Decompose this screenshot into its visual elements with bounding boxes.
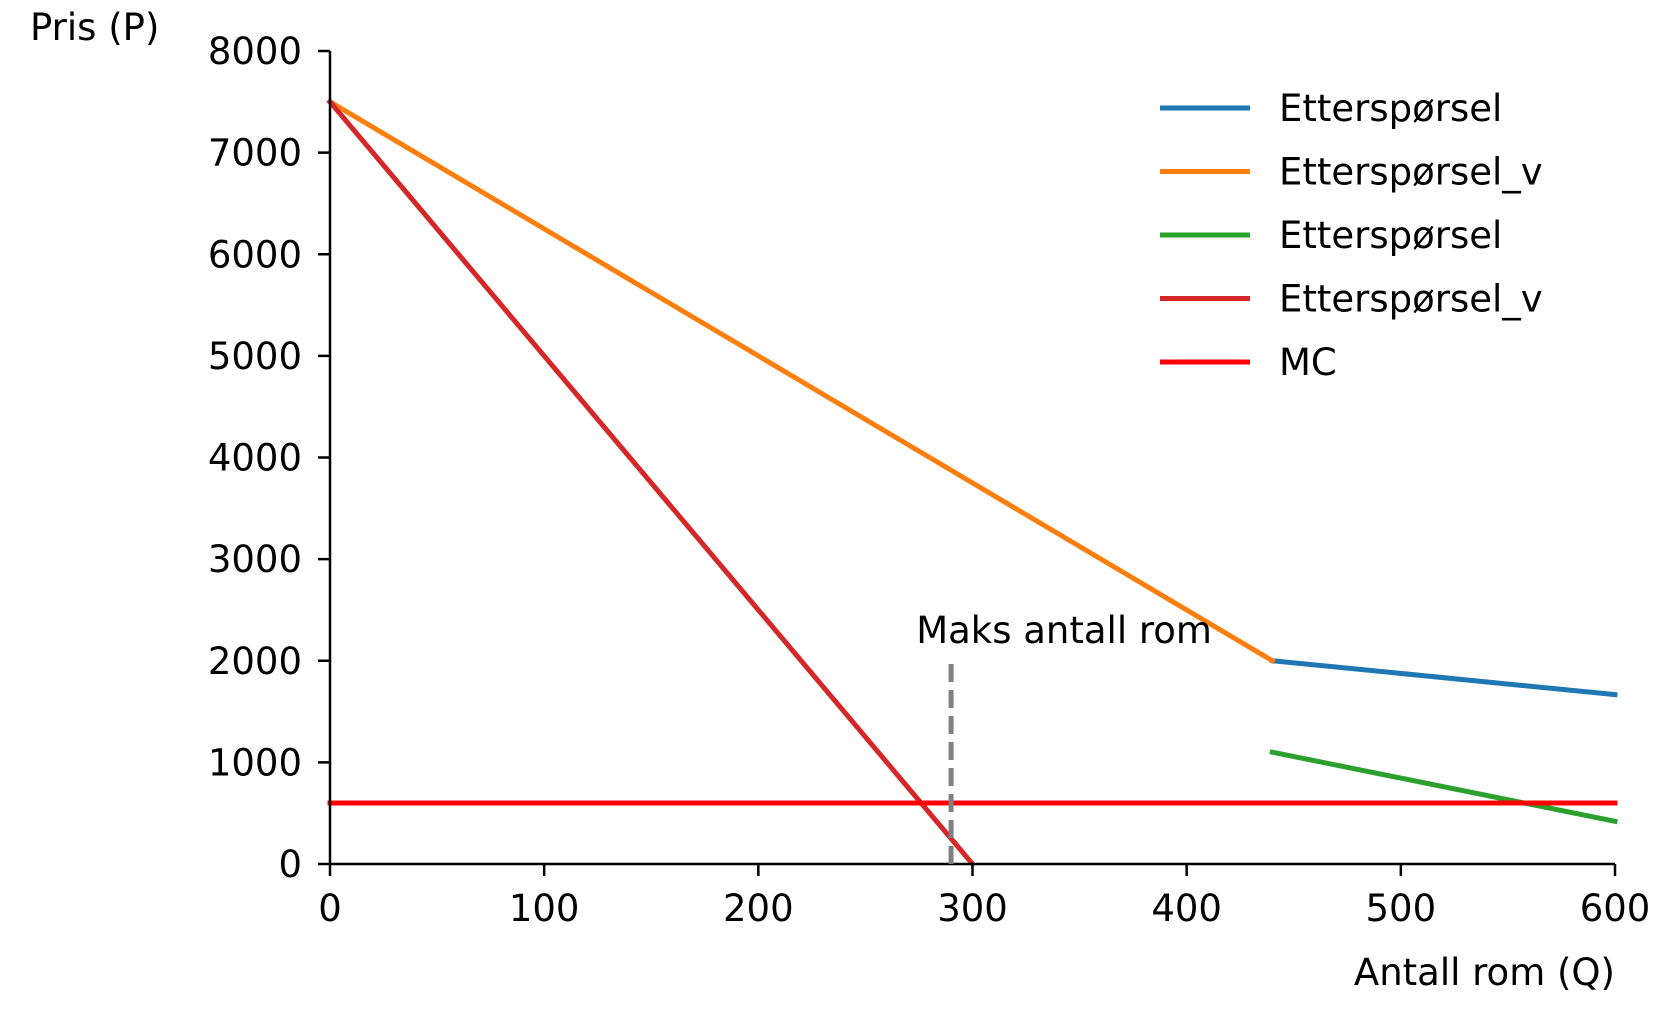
series-line-4 — [326, 98, 977, 868]
legend-label: MC — [1279, 341, 1337, 384]
series-line-3 — [1269, 749, 1618, 825]
x-tick-label: 0 — [318, 887, 342, 930]
series-line-1 — [1269, 658, 1618, 698]
x-tick-label: 400 — [1151, 887, 1222, 930]
y-axis-title: Pris (P) — [30, 6, 159, 49]
legend-label: Etterspørsel — [1279, 87, 1502, 130]
x-axis-title: Antall rom (Q) — [1354, 951, 1615, 994]
y-tick-label: 8000 — [208, 30, 302, 73]
x-tick-label: 500 — [1366, 887, 1437, 930]
legend-label: Etterspørsel — [1279, 214, 1502, 257]
series-line-2 — [326, 98, 1276, 665]
y-tick-label: 1000 — [208, 741, 302, 784]
legend-label: Etterspørsel_v — [1279, 278, 1543, 321]
y-tick-label: 3000 — [208, 538, 302, 581]
y-tick-label: 6000 — [208, 233, 302, 276]
x-tick-label: 100 — [509, 887, 580, 930]
y-tick-label: 7000 — [208, 132, 302, 175]
y-tick-label: 5000 — [208, 335, 302, 378]
plot-marks — [326, 98, 1618, 868]
legend: Etterspørsel Etterspørsel_v Etterspørsel Et… — [1160, 87, 1543, 384]
y-tick-label: 4000 — [208, 437, 302, 480]
ticks: 0 100 200 300 400 500 600010002000300040005000… — [208, 30, 1650, 930]
annotation-label: Maks antall rom — [916, 609, 1212, 652]
x-tick-label: 600 — [1580, 887, 1651, 930]
y-tick-label: 0 — [278, 843, 302, 886]
y-tick-label: 2000 — [208, 640, 302, 683]
x-tick-label: 300 — [937, 887, 1008, 930]
legend-label: Etterspørsel_v — [1279, 151, 1543, 194]
x-tick-label: 200 — [723, 887, 794, 930]
annotations: Maks antall rom — [916, 609, 1212, 864]
